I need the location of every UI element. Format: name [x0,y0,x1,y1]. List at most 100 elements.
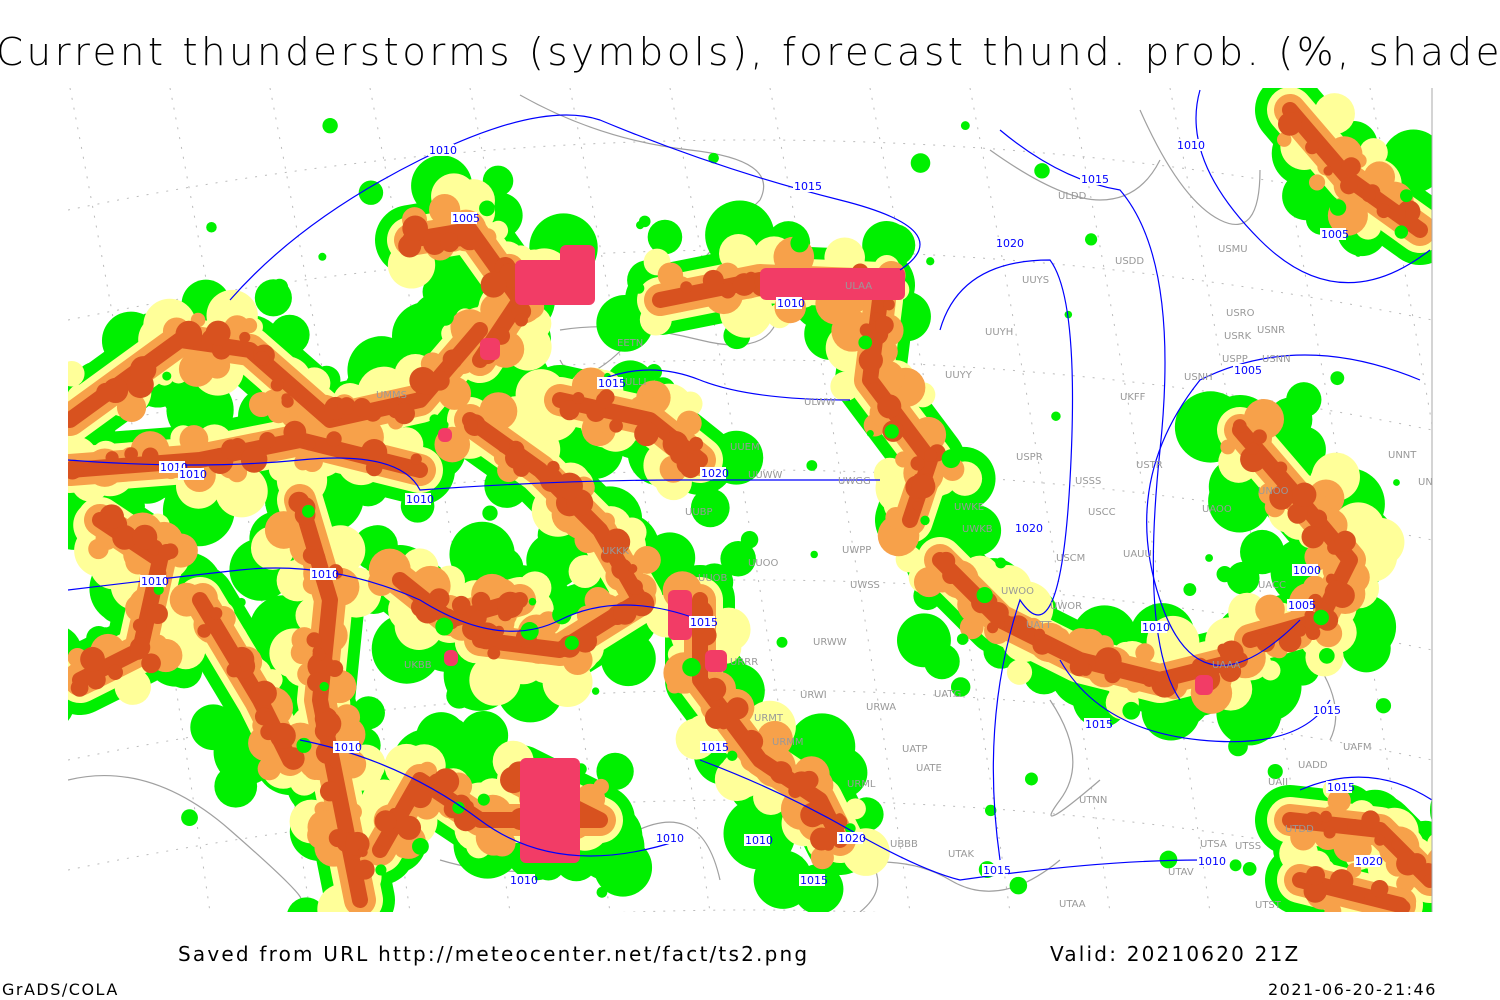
station-label: UAUU [1123,549,1152,560]
probability-blob [1324,580,1348,604]
isobar-label: 1015 [794,180,822,193]
isobar-label: 1010 [406,493,434,506]
probability-blob [593,838,653,897]
probability-blob [1276,132,1292,147]
station-label: UTAA [1059,899,1086,910]
isobar-label-bg [982,864,1008,876]
station-label: URWA [866,702,896,713]
probability-blob [1226,561,1260,595]
probability-cell [884,424,899,439]
probability-blob [1374,834,1386,846]
station-label: UTSA [1200,839,1227,850]
station-label: UKBB [404,660,432,671]
isobar-label-bg [1354,855,1380,867]
station-label: UTST [1255,900,1282,911]
isobar-label-bg [1141,621,1167,633]
probability-blob [158,543,175,561]
meridian-line [69,88,211,912]
station-label: USCC [1088,507,1116,518]
probability-blob [451,595,471,615]
isobar-line [299,739,681,857]
probability-cell [596,886,608,898]
probability-blob [130,643,147,660]
thunderstorm-symbol-area [438,428,452,442]
probability-blob [1304,813,1322,831]
probability-blob [1391,838,1403,850]
isobar-line [699,759,1201,881]
isobar-label-bg [744,834,770,846]
station-label: UWOR [1050,601,1082,612]
station-label: USCM [1056,553,1085,564]
meridian-line [269,88,411,912]
isobar-label: 1015 [701,741,729,754]
probability-blob [281,395,294,408]
isobar-label-bg [655,832,681,844]
probability-blob [1032,635,1052,655]
probability-blob [1305,140,1320,155]
probability-blob [259,431,276,449]
coastline-path [1049,699,1101,817]
probability-blob [130,356,157,383]
station-label: URWW [813,637,847,648]
probability-blob [209,607,223,620]
probability-cell [429,414,440,425]
probability-blob [116,392,147,423]
thunderstorm-symbol-area [760,268,905,300]
isobar-label: 1010 [510,874,538,887]
probability-blob [1364,893,1377,906]
probability-blob [810,846,834,870]
station-label: USSS [1075,476,1101,487]
isobar-label-bg [1084,718,1110,730]
probability-blob [107,664,123,680]
probability-blob [414,597,441,624]
isobar-label-bg [1326,781,1352,793]
station-label: UMMS [376,390,407,401]
software-credit: GrADS/COLA [2,980,119,999]
probability-blob [1208,469,1271,533]
probability-blob [269,722,296,749]
probability-blob [913,566,945,598]
probability-blob [1323,166,1334,176]
probability-cell [775,857,793,876]
isobar-label-bg [776,297,802,309]
probability-cell [646,364,663,380]
probability-blob [307,548,326,567]
station-label: UAOO [1202,504,1232,515]
probability-blob [240,446,268,473]
probability-blob [429,370,450,391]
probability-blob [719,282,736,299]
probability-cell [740,530,759,549]
probability-blob [282,379,296,392]
probability-cell [599,312,618,332]
probability-blob [810,827,833,851]
thunderstorm-symbol-area [1195,675,1213,695]
probability-blob [505,446,528,470]
probability-blob [96,382,116,403]
probability-cell [244,565,261,581]
probability-cell [976,586,993,604]
isobar-label-bg [1176,139,1202,151]
probability-blob [1274,461,1288,475]
probability-blob [670,445,689,464]
probability-cell [726,750,738,762]
probability-cell [1229,859,1242,872]
probability-cell [1355,250,1362,257]
probability-blob [1324,902,1342,912]
probability-blob [1151,670,1179,698]
probability-blob [1069,657,1089,677]
probability-blob [205,320,231,346]
station-label: UWSS [850,580,880,591]
station-label: UUYY [945,370,973,381]
probability-blob [114,668,152,705]
probability-cell [1329,199,1347,216]
station-label: EETN [617,338,643,349]
isobar-label-bg [1080,173,1106,185]
station-label: UTAK [948,849,974,860]
probability-cell [956,633,969,645]
probability-blob [862,221,911,270]
thunderstorm-symbol-area [560,245,595,285]
probability-blob [834,813,845,823]
probability-blob [1219,660,1242,682]
probability-blob [911,474,936,499]
probability-cell [941,449,961,469]
